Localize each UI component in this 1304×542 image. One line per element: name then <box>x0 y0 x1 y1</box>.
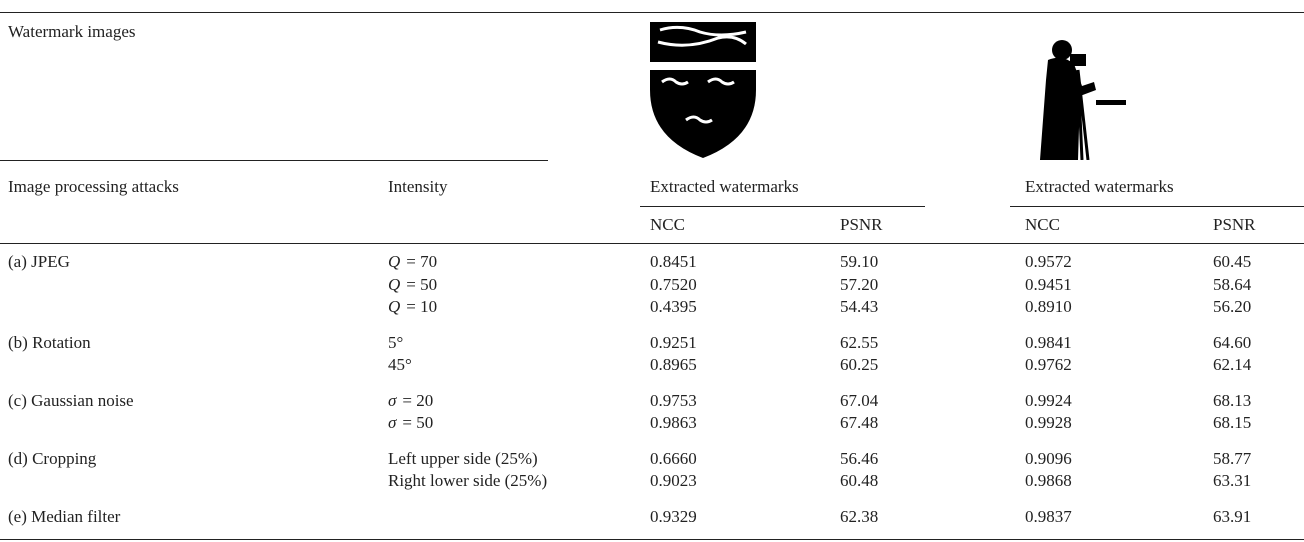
intensity-cell: Right lower side (25%) <box>388 471 547 491</box>
intensity-symbol: Q <box>388 275 400 294</box>
header-cell: Extracted watermarks <box>1025 177 1174 197</box>
value-cell: 0.9928 <box>1025 413 1072 433</box>
value-cell: 0.9753 <box>650 391 697 411</box>
header-cell: Extracted watermarks <box>650 177 799 197</box>
attack-name: (a) JPEG <box>8 252 70 272</box>
value-cell: 59.10 <box>840 252 878 272</box>
attack-name: (b) Rotation <box>8 333 91 353</box>
value-cell: 0.9451 <box>1025 275 1072 295</box>
value-cell: 0.9863 <box>650 413 697 433</box>
header-cell: Intensity <box>388 177 448 197</box>
value-cell: 56.20 <box>1213 297 1251 317</box>
intensity-cell: σ = 20 <box>388 391 433 411</box>
value-cell: 0.6660 <box>650 449 697 469</box>
value-cell: 0.8910 <box>1025 297 1072 317</box>
value-cell: 68.15 <box>1213 413 1251 433</box>
value-cell: 0.9096 <box>1025 449 1072 469</box>
metric-header: PSNR <box>840 215 883 235</box>
value-cell: 0.9837 <box>1025 507 1072 527</box>
attack-name: (e) Median filter <box>8 507 120 527</box>
intensity-text: Right lower side (25%) <box>388 471 547 490</box>
intensity-text: = 50 <box>406 275 437 294</box>
intensity-text: = 20 <box>402 391 433 410</box>
rule <box>0 160 548 161</box>
value-cell: 0.7520 <box>650 275 697 295</box>
value-cell: 62.38 <box>840 507 878 527</box>
intensity-text: = 10 <box>406 297 437 316</box>
intensity-text: 5° <box>388 333 403 352</box>
attack-name: (d) Cropping <box>8 449 96 469</box>
metric-header: NCC <box>650 215 685 235</box>
value-cell: 67.04 <box>840 391 878 411</box>
value-cell: 60.45 <box>1213 252 1251 272</box>
intensity-symbol: Q <box>388 297 400 316</box>
value-cell: 54.43 <box>840 297 878 317</box>
value-cell: 0.9023 <box>650 471 697 491</box>
watermark-image-shield <box>648 20 758 160</box>
value-cell: 58.64 <box>1213 275 1251 295</box>
value-cell: 57.20 <box>840 275 878 295</box>
intensity-cell: Q = 10 <box>388 297 437 317</box>
intensity-symbol: σ <box>388 391 396 410</box>
metric-header: PSNR <box>1213 215 1256 235</box>
bottom-rule <box>0 539 1304 540</box>
header-cell: Image processing attacks <box>8 177 179 197</box>
value-cell: 60.48 <box>840 471 878 491</box>
intensity-symbol: Q <box>388 252 400 271</box>
value-cell: 0.8451 <box>650 252 697 272</box>
value-cell: 0.9868 <box>1025 471 1072 491</box>
rule <box>640 206 925 207</box>
value-cell: 0.9924 <box>1025 391 1072 411</box>
metric-header: NCC <box>1025 215 1060 235</box>
value-cell: 62.14 <box>1213 355 1251 375</box>
value-cell: 0.4395 <box>650 297 697 317</box>
value-cell: 0.9329 <box>650 507 697 527</box>
intensity-cell: Q = 70 <box>388 252 437 272</box>
table-page: Watermark images Image processing attacks… <box>0 0 1304 542</box>
intensity-text: Left upper side (25%) <box>388 449 538 468</box>
intensity-cell: σ = 50 <box>388 413 433 433</box>
value-cell: 68.13 <box>1213 391 1251 411</box>
intensity-cell: 45° <box>388 355 412 375</box>
value-cell: 62.55 <box>840 333 878 353</box>
value-cell: 63.31 <box>1213 471 1251 491</box>
rule <box>0 243 1304 244</box>
value-cell: 64.60 <box>1213 333 1251 353</box>
intensity-cell: 5° <box>388 333 403 353</box>
watermark-image-cameraman <box>1022 20 1134 160</box>
intensity-text: = 70 <box>406 252 437 271</box>
value-cell: 63.91 <box>1213 507 1251 527</box>
value-cell: 58.77 <box>1213 449 1251 469</box>
intensity-cell: Q = 50 <box>388 275 437 295</box>
top-rule <box>0 12 1304 13</box>
value-cell: 0.9841 <box>1025 333 1072 353</box>
value-cell: 0.9762 <box>1025 355 1072 375</box>
value-cell: 0.9572 <box>1025 252 1072 272</box>
intensity-text: = 50 <box>402 413 433 432</box>
value-cell: 60.25 <box>840 355 878 375</box>
value-cell: 56.46 <box>840 449 878 469</box>
rule <box>1010 206 1304 207</box>
value-cell: 0.9251 <box>650 333 697 353</box>
intensity-symbol: σ <box>388 413 396 432</box>
attack-name: (c) Gaussian noise <box>8 391 134 411</box>
intensity-cell: Left upper side (25%) <box>388 449 538 469</box>
header-cell: Watermark images <box>8 22 136 42</box>
value-cell: 0.8965 <box>650 355 697 375</box>
value-cell: 67.48 <box>840 413 878 433</box>
intensity-text: 45° <box>388 355 412 374</box>
